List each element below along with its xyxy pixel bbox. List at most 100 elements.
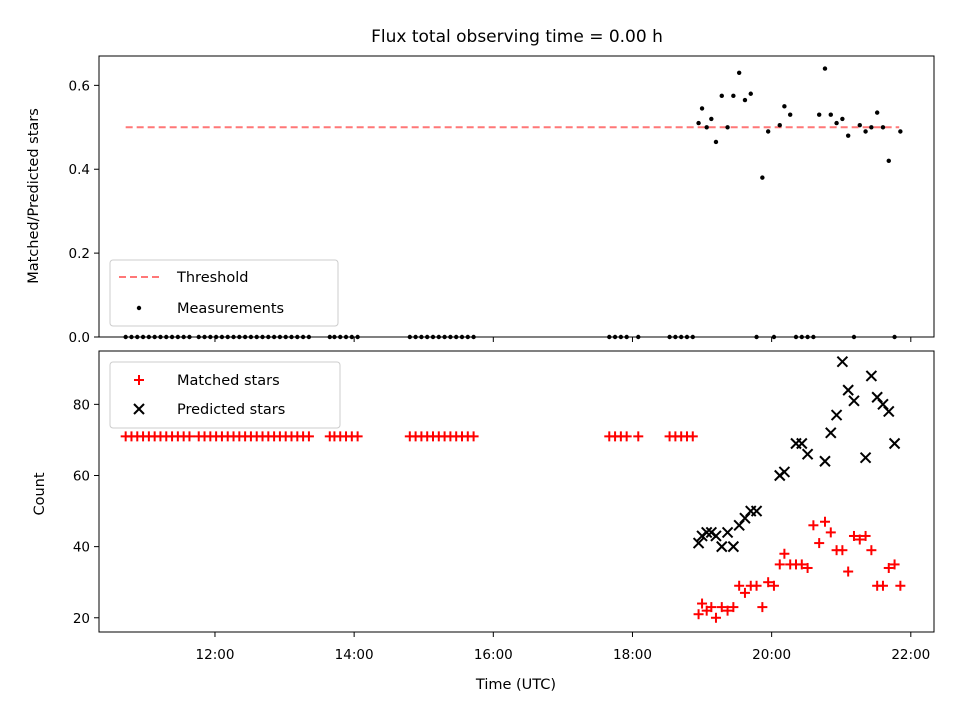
- legend-predicted-marker: [133, 403, 145, 415]
- measurement-point: [845, 133, 851, 138]
- measurement-point: [696, 120, 701, 126]
- predicted-star-point: [721, 526, 734, 539]
- matched-star-point: [883, 562, 894, 573]
- x-tick-label: 14:00: [335, 647, 374, 663]
- matched-star-point: [814, 538, 825, 549]
- top-y-tick-label: 0.0: [69, 330, 90, 346]
- matched-star-point: [860, 530, 871, 541]
- measurement-point: [840, 116, 845, 122]
- top-y-tick-label: 0.4: [69, 162, 90, 178]
- predicted-star-stroke: [888, 437, 901, 450]
- matched-star-point: [796, 559, 807, 570]
- measurement-point: [736, 70, 742, 75]
- predicted-star-point: [883, 405, 895, 418]
- matched-star-point: [734, 580, 745, 591]
- matched-star-point: [819, 516, 830, 527]
- predicted-star-point: [859, 452, 872, 464]
- matched-star-point: [825, 527, 836, 538]
- predicted-star-point: [825, 427, 837, 439]
- predicted-star-stroke: [778, 466, 791, 478]
- predicted-star-point: [727, 540, 740, 553]
- predicted-star-stroke: [842, 384, 854, 396]
- matched-star-point: [706, 602, 717, 613]
- measurement-point: [869, 125, 874, 130]
- measurement-point: [748, 91, 753, 96]
- measurement-point: [834, 120, 839, 126]
- measurement-point: [857, 123, 862, 128]
- matched-star-point: [722, 605, 733, 616]
- measurement-point: [765, 129, 771, 134]
- measurement-point: [828, 112, 833, 117]
- measurement-point: [898, 129, 903, 134]
- predicted-star-point: [710, 530, 722, 542]
- predicted-star-point: [778, 466, 791, 478]
- predicted-star-point: [700, 526, 713, 539]
- bottom-y-tick-label: 80: [73, 397, 90, 413]
- predicted-star-stroke: [692, 537, 705, 549]
- bottom-legend-box: [109, 361, 341, 429]
- top-y-tick-label: 0.2: [69, 246, 90, 262]
- measurement-point: [719, 93, 724, 99]
- bottom-legend: Matched stars Predicted stars: [109, 361, 341, 429]
- matched-star-point: [774, 559, 785, 570]
- matched-star-point: [739, 587, 750, 598]
- measurement-point: [822, 66, 828, 71]
- measurement-point: [713, 139, 719, 145]
- matched-star-point: [866, 545, 877, 556]
- matched-star-point: [710, 612, 721, 623]
- predicted-star-stroke: [796, 437, 808, 450]
- matched-star-point: [768, 580, 779, 591]
- predicted-star-stroke: [721, 526, 734, 539]
- top-legend-box: [109, 259, 339, 327]
- matched-star-point: [763, 577, 774, 588]
- legend-matched-marker: [134, 375, 144, 385]
- predicted-star-point: [865, 370, 878, 382]
- measurement-point: [704, 125, 709, 130]
- predicted-star-point: [692, 537, 705, 549]
- measurement-point: [742, 97, 748, 103]
- bottom-panel: 20 40 60 80 12:00 14:00 16:00 18:00 20:00 22:00 C…: [32, 350, 935, 693]
- predicted-star-stroke: [801, 448, 814, 460]
- predicted-star-stroke: [848, 395, 860, 407]
- matched-star-point: [808, 520, 819, 531]
- legend-measurements-marker: [136, 305, 142, 311]
- measurement-point: [731, 93, 736, 99]
- top-legend: Threshold Measurements: [109, 259, 339, 327]
- predicted-star-stroke: [727, 540, 740, 553]
- x-tick-label: 16:00: [474, 647, 513, 663]
- x-tick-label: 12:00: [196, 647, 235, 663]
- measurement-point: [782, 104, 787, 109]
- matched-star-point: [728, 602, 739, 613]
- predicted-star-point: [888, 437, 901, 450]
- measurement-point: [787, 112, 793, 117]
- top-y-axis-label: Matched/Predicted stars: [26, 108, 42, 284]
- predicted-star-stroke: [830, 409, 843, 421]
- measurement-point: [709, 116, 714, 122]
- x-tick-label: 22:00: [891, 647, 930, 663]
- matched-star-point: [697, 598, 708, 609]
- measurement-point: [880, 125, 886, 130]
- x-tick-label: 18:00: [613, 647, 652, 663]
- matched-star-point: [468, 431, 479, 442]
- predicted-star-stroke: [710, 530, 722, 542]
- measurement-point: [760, 175, 765, 180]
- predicted-star-point: [848, 395, 860, 407]
- predicted-star-stroke: [700, 526, 713, 539]
- legend-matched-label: Matched stars: [177, 373, 280, 389]
- bottom-ticks: 20 40 60 80 12:00 14:00 16:00 18:00 20:00 22:00: [73, 397, 930, 663]
- predicted-star-stroke: [716, 540, 728, 553]
- matched-star-point: [848, 530, 859, 541]
- predicted-star-point: [819, 455, 831, 467]
- measurement-point: [777, 123, 782, 128]
- predicted-star-point: [842, 384, 854, 396]
- predicted-star-stroke: [883, 405, 895, 418]
- matched-star-point: [687, 431, 698, 442]
- predicted-star-point: [836, 355, 849, 368]
- top-axes-frame: [98, 55, 935, 338]
- matched-star-point: [837, 545, 848, 556]
- predicted-star-stroke: [871, 391, 883, 403]
- matched-star-point: [751, 580, 762, 591]
- matched-star-point: [352, 431, 363, 442]
- predicted-star-stroke: [865, 370, 878, 382]
- matched-star-point: [854, 534, 865, 545]
